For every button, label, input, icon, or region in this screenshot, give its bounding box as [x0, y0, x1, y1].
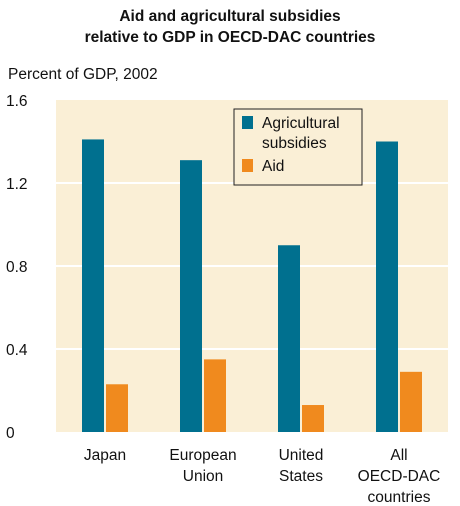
- legend-label: Aid: [262, 158, 284, 175]
- x-tick-label: OECD-DAC: [358, 468, 441, 485]
- legend-box: [233, 108, 363, 186]
- y-tick-label: 0.4: [6, 342, 28, 359]
- chart-title-line-2: relative to GDP in OECD-DAC countries: [84, 29, 376, 46]
- legend-label: subsidies: [262, 135, 327, 152]
- chart-title-line-1: Aid and agricultural subsidies: [119, 8, 341, 25]
- bar-aid: [400, 371, 422, 432]
- legend-swatch-aid: [242, 159, 253, 172]
- x-tick-label: United: [279, 447, 324, 464]
- y-tick-label: 0.8: [6, 259, 28, 276]
- bar-aid: [204, 359, 226, 432]
- y-axis-label: Percent of GDP, 2002: [8, 66, 158, 83]
- bar-agricultural-subsidies: [82, 139, 104, 433]
- bar-aid: [302, 405, 324, 432]
- x-tick-label: States: [279, 468, 323, 485]
- chart-title: Aid and agricultural subsidies relative …: [0, 6, 460, 48]
- x-tick-label: Union: [183, 468, 224, 485]
- legend-label: Agricultural: [262, 115, 340, 132]
- bar-agricultural-subsidies: [376, 141, 398, 432]
- x-tick-label: Japan: [84, 447, 126, 464]
- y-tick-label: 0: [6, 425, 15, 442]
- y-tick-label: 1.6: [6, 93, 28, 110]
- y-tick-label: 1.2: [6, 176, 28, 193]
- x-tick-label: countries: [368, 489, 431, 506]
- bar-agricultural-subsidies: [278, 245, 300, 432]
- x-tick-label: All: [390, 447, 407, 464]
- x-tick-label: European: [169, 447, 236, 464]
- bar-agricultural-subsidies: [180, 160, 202, 433]
- legend-swatch-agricultural-subsidies: [242, 116, 253, 129]
- bar-aid: [106, 384, 128, 432]
